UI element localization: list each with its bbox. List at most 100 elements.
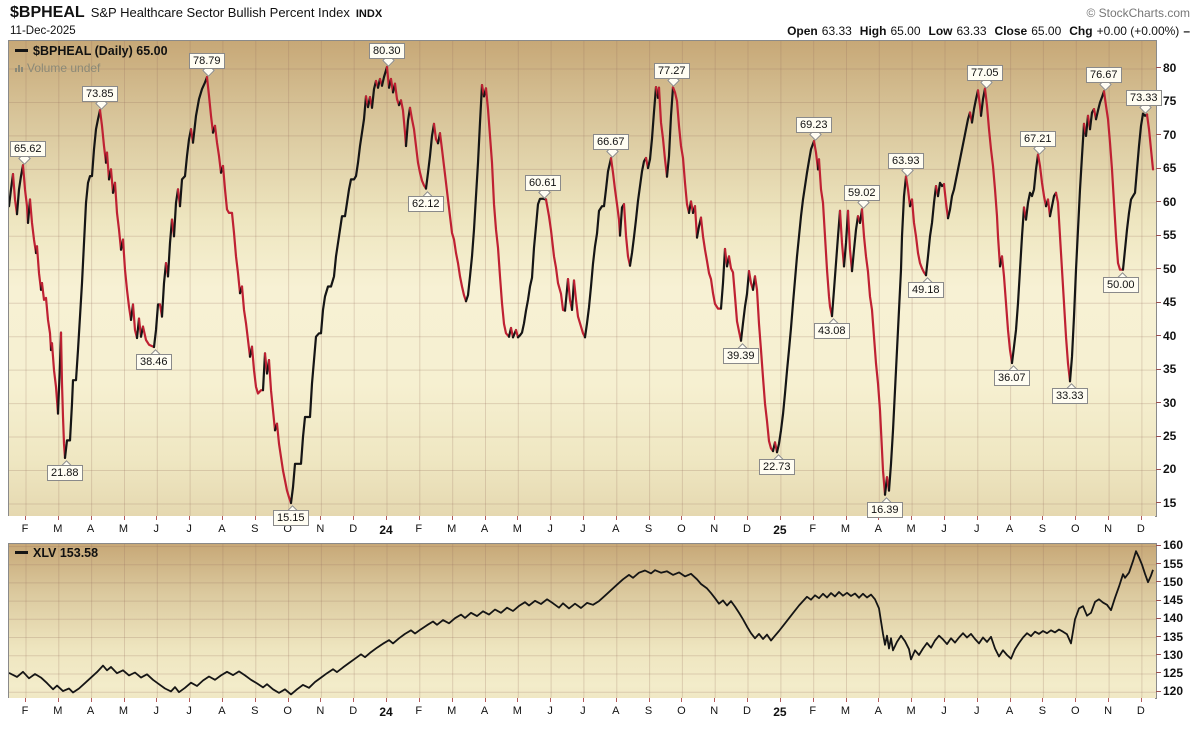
month-label: A: [612, 523, 620, 535]
y-axis-label: 135: [1163, 629, 1184, 644]
month-label: J: [941, 523, 947, 535]
month-tick: [1075, 698, 1077, 702]
month-tick: [123, 516, 125, 520]
line-marker: –: [1183, 24, 1190, 38]
price-label: 33.33: [1052, 388, 1088, 405]
month-tick: [976, 698, 978, 702]
month-label: O: [677, 705, 686, 717]
month-label: J: [186, 523, 192, 535]
y-axis-label: 50: [1163, 261, 1177, 276]
month-label: M: [447, 705, 457, 717]
month-tick: [353, 516, 355, 520]
month-label: M: [906, 705, 916, 717]
price-label: 15.15: [273, 509, 309, 526]
price-label: 49.18: [908, 282, 944, 299]
price-label: 77.27: [654, 63, 690, 80]
lower-chart-panel[interactable]: XLV 153.58: [8, 543, 1157, 699]
price-label: 43.08: [814, 323, 850, 340]
month-label: D: [1136, 523, 1145, 535]
month-tick: [254, 698, 256, 702]
y-axis-label: 130: [1163, 647, 1184, 662]
month-label: A: [86, 523, 95, 535]
lower-legend-label: XLV 153.58: [33, 546, 99, 560]
y-axis-tick: [1156, 636, 1161, 638]
month-label: O: [283, 523, 292, 535]
price-label: 36.07: [994, 369, 1030, 386]
price-label: 80.30: [369, 42, 405, 59]
month-tick: [550, 698, 552, 702]
chart-title: S&P Healthcare Sector Bullish Percent In…: [90, 5, 350, 20]
year-label: 25: [773, 523, 787, 537]
quote-value: 63.33: [956, 24, 987, 38]
month-label: J: [580, 705, 586, 717]
ohlc-quote-row: Open 63.33 High 65.00 Low 63.33 Close 65.00 Chg +…: [779, 24, 1190, 38]
price-label: 59.02: [844, 185, 880, 202]
month-tick: [25, 516, 26, 520]
month-label: A: [874, 523, 882, 535]
month-tick: [582, 516, 584, 520]
month-tick: [615, 698, 617, 702]
month-tick: [517, 698, 519, 702]
month-label: J: [153, 705, 160, 717]
month-tick: [681, 698, 683, 702]
quote-value: 65.00: [1031, 24, 1062, 38]
month-label: N: [316, 523, 325, 535]
month-label: N: [710, 705, 719, 717]
month-tick: [189, 698, 191, 702]
price-label: 39.39: [723, 347, 759, 364]
month-tick: [878, 516, 880, 520]
month-label: M: [840, 523, 851, 535]
volume-legend[interactable]: Volume undef: [15, 61, 100, 75]
month-tick: [221, 698, 223, 702]
y-axis-label: 120: [1163, 684, 1184, 699]
y-axis-label: 40: [1163, 328, 1177, 343]
quote-value: 65.00: [890, 24, 921, 38]
month-label: M: [447, 523, 457, 535]
y-axis-tick: [1156, 690, 1161, 692]
month-label: N: [1104, 523, 1113, 535]
month-tick: [320, 698, 322, 702]
month-tick: [944, 698, 945, 702]
month-tick: [1075, 516, 1077, 520]
y-axis-label: 65: [1163, 161, 1177, 176]
month-label: A: [218, 523, 226, 535]
quote-label: Chg: [1069, 24, 1093, 38]
y-axis-label: 140: [1163, 611, 1184, 626]
month-label: M: [53, 705, 63, 717]
year-label: 24: [379, 705, 393, 719]
month-tick: [779, 516, 781, 520]
month-tick: [57, 698, 59, 702]
month-tick: [386, 698, 387, 702]
month-label: O: [283, 705, 292, 717]
bpi-line-svg: [9, 41, 1156, 516]
month-tick: [812, 698, 814, 702]
month-tick: [90, 516, 92, 520]
price-label: 22.73: [759, 459, 795, 476]
xlv-line-svg: [9, 544, 1156, 698]
price-label: 77.05: [967, 64, 1003, 81]
y-axis-tick: [1156, 67, 1161, 69]
month-tick: [451, 698, 453, 702]
quote-label: Low: [928, 24, 953, 38]
y-axis-label: 125: [1163, 665, 1184, 680]
price-label: 73.85: [82, 86, 118, 103]
y-axis-tick: [1156, 402, 1161, 404]
month-label: D: [743, 705, 751, 717]
price-label: 60.61: [525, 174, 561, 191]
main-chart-legend[interactable]: $BPHEAL (Daily) 65.00: [15, 44, 168, 58]
month-tick: [550, 516, 552, 520]
month-tick: [1108, 698, 1110, 702]
month-tick: [90, 698, 92, 702]
month-tick: [484, 516, 486, 520]
main-chart-panel[interactable]: $BPHEAL (Daily) 65.00 Volume undef 65.62…: [8, 40, 1162, 526]
lower-chart-legend[interactable]: XLV 153.58: [15, 546, 98, 560]
y-axis-tick: [1156, 335, 1161, 337]
month-label: A: [1005, 523, 1014, 535]
month-tick: [648, 516, 650, 520]
month-tick: [1009, 516, 1011, 520]
month-tick: [418, 516, 420, 520]
month-label: M: [118, 523, 129, 535]
month-label: S: [1038, 523, 1047, 535]
month-label: A: [480, 705, 489, 717]
ticker-symbol: $BPHEAL: [10, 4, 85, 21]
